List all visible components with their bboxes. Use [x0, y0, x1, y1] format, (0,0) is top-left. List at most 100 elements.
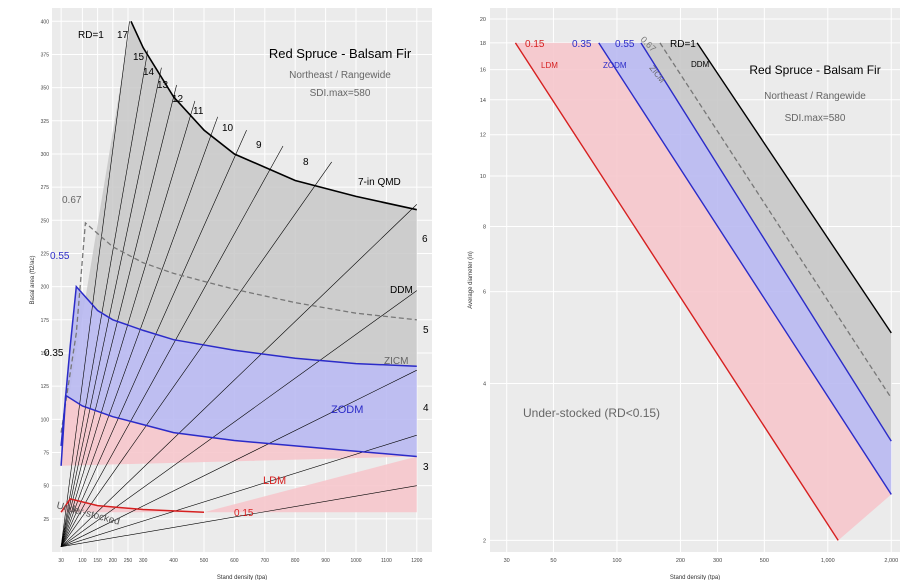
left-x-tick-label: 400: [169, 558, 178, 564]
left-zone-label-ddm: DDM: [390, 285, 413, 296]
left-ldm-zone-fill: [61, 395, 417, 513]
left-qmd-label: 3: [423, 462, 429, 473]
right-x-tick-label: 50: [550, 558, 556, 564]
left-x-tick-label: 1200: [411, 558, 422, 564]
right-zone-label-zodm: ZODM: [603, 61, 627, 70]
left-zone-label-zicm: ZICM: [384, 356, 408, 367]
right-y-tick-label: 6: [483, 290, 486, 296]
right-x-tick-label: 1,000: [821, 558, 835, 564]
left-qmd-line: [60, 67, 162, 547]
left-chart-title: Red Spruce - Balsam Fir: [269, 46, 412, 61]
left-x-tick-label: 900: [321, 558, 330, 564]
right-ldm-zone-fill: [515, 42, 892, 541]
right-rd-line: [696, 42, 892, 334]
right-zone-label-ldm: LDM: [541, 61, 558, 70]
right-chart-note: SDI.max=580: [785, 113, 846, 124]
right-x-tick-label: 200: [676, 558, 685, 564]
right-y-tick-label: 4: [483, 381, 486, 387]
left-rd-label: 0.55: [50, 251, 70, 262]
left-qmd-line: [60, 145, 284, 547]
left-qmd-label: 17: [117, 30, 129, 41]
right-chart-title: Red Spruce - Balsam Fir: [749, 63, 880, 77]
right-x-tick-label: 300: [713, 558, 722, 564]
left-qmd-line: [60, 100, 196, 547]
left-y-tick-label: 300: [41, 152, 50, 158]
left-qmd-label: 13: [157, 80, 169, 91]
right-y-tick-label: 12: [480, 133, 486, 139]
left-qmd-label: 10: [222, 123, 234, 134]
left-x-tick-label: 30: [58, 558, 64, 564]
left-y-tick-label: 350: [41, 86, 50, 92]
left-zone-label-ldm: LDM: [263, 475, 286, 487]
left-y-tick-label: 325: [41, 119, 50, 125]
right-y-tick-label: 16: [480, 68, 486, 74]
left-qmd-label: 11: [193, 106, 204, 117]
left-rd-label: 0.35: [44, 348, 64, 359]
left-qmd-line: [60, 204, 418, 547]
right-rd-line: [598, 42, 892, 495]
left-qmd-line: [60, 84, 177, 547]
left-chart-subtitle: Northeast / Rangewide: [289, 70, 391, 81]
left-y-axis-label: Basal area (ft2/ac): [30, 255, 36, 304]
right-x-tick-label: 30: [504, 558, 510, 564]
left-x-tick-label: 150: [93, 558, 102, 564]
left-rd-curve: [130, 20, 417, 211]
left-qmd-line: [61, 485, 417, 547]
left-rd-label: RD=1: [78, 30, 104, 41]
left-y-tick-label: 250: [41, 218, 50, 224]
left-x-tick-label: 1000: [350, 558, 361, 564]
left-y-tick-label: 175: [41, 318, 50, 324]
left-rd-label: 0.67: [62, 195, 82, 206]
right-rd-line: [659, 42, 892, 399]
left-qmd-label: 9: [256, 140, 262, 151]
left-qmd-label: 6: [422, 234, 428, 245]
right-x-tick-label: 100: [612, 558, 621, 564]
left-qmd-line: [60, 369, 417, 547]
right-zone-label-ddm: DDM: [691, 60, 710, 69]
left-rd-curve: [60, 394, 417, 466]
left-chart-note: SDI.max=580: [310, 88, 371, 99]
left-rd-label: 0.15: [234, 508, 254, 519]
left-x-tick-label: 100: [78, 558, 87, 564]
left-x-tick-label: 800: [291, 558, 300, 564]
left-qmd-label: 15: [133, 52, 145, 63]
right-y-tick-label: 8: [483, 225, 486, 231]
right-y-tick-label: 2: [483, 538, 486, 544]
left-x-tick-label: 700: [261, 558, 270, 564]
left-x-tick-label: 1100: [381, 558, 392, 564]
left-y-tick-label: 75: [43, 450, 49, 456]
right-rd-label: 0.55: [615, 39, 635, 50]
right-zone-label-understocked: Under-stocked (RD<0.15): [523, 406, 660, 420]
left-qmd-label: 7-in QMD: [358, 177, 401, 188]
left-y-tick-label: 200: [41, 285, 50, 291]
left-qmd-line: [60, 116, 218, 547]
left-x-tick-label: 250: [124, 558, 133, 564]
right-y-tick-label: 14: [480, 98, 486, 104]
left-y-tick-label: 100: [41, 417, 50, 423]
left-qmd-line: [60, 50, 149, 547]
right-x-axis-label: Stand density (tpa): [670, 575, 720, 580]
left-y-tick-label: 225: [41, 251, 50, 257]
left-ddm-zone-fill: [61, 21, 417, 446]
left-qmd-line: [61, 434, 417, 547]
left-x-tick-label: 200: [109, 558, 118, 564]
right-y-tick-label: 20: [480, 17, 486, 23]
right-x-tick-label: 500: [760, 558, 769, 564]
left-qmd-line: [60, 21, 130, 547]
left-qmd-line: [60, 290, 417, 547]
right-rd-label: 0.15: [525, 39, 545, 50]
left-qmd-label: 12: [172, 94, 184, 105]
right-x-tick-label: 2,000: [884, 558, 898, 564]
left-y-tick-label: 375: [41, 52, 50, 58]
left-x-axis-label: Stand density (tpa): [217, 575, 267, 580]
left-qmd-label: 5: [423, 325, 429, 336]
left-x-tick-label: 600: [230, 558, 239, 564]
left-y-tick-label: 150: [41, 351, 50, 357]
right-rd-line: [514, 42, 839, 541]
left-y-tick-label: 400: [41, 19, 50, 25]
right-rd-line: [640, 42, 892, 442]
left-x-tick-label: 300: [139, 558, 148, 564]
left-y-tick-label: 125: [41, 384, 50, 390]
